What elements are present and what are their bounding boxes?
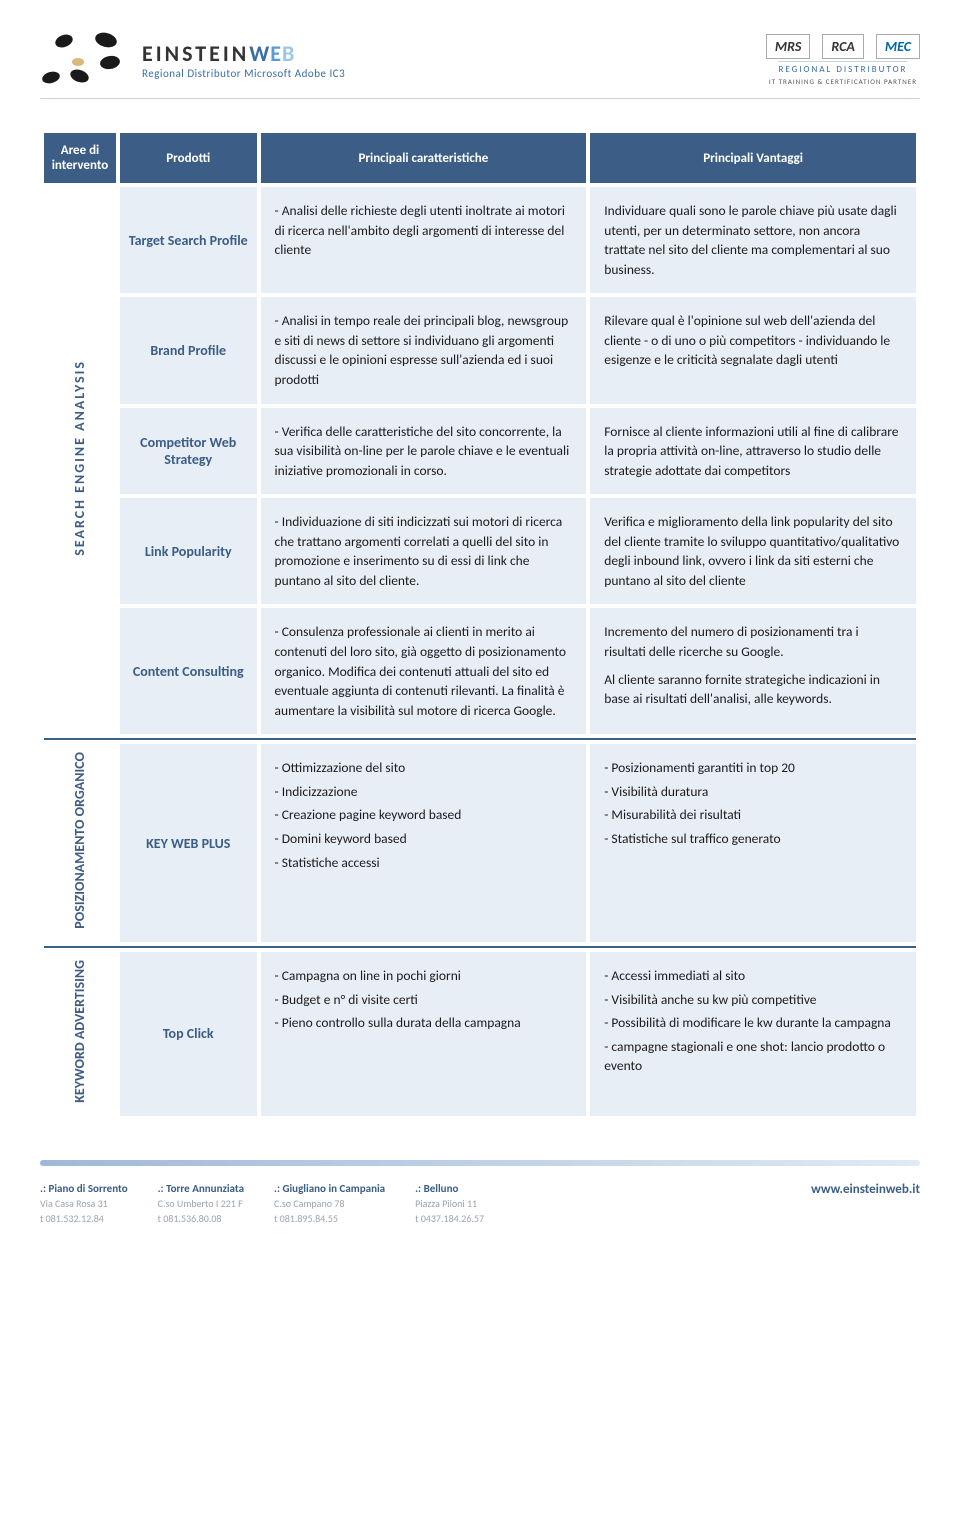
adv-cell: Fornisce al cliente informazioni utili a… — [590, 408, 916, 495]
partner-rca: RCA — [822, 34, 864, 59]
location-item: .: Giugliano in Campania C.so Campano 78… — [274, 1182, 385, 1225]
col-header-vantaggi: Principali Vantaggi — [590, 133, 916, 183]
brand-subtitle: Regional Distributor Microsoft Adobe IC3 — [142, 67, 345, 80]
section-divider — [44, 738, 916, 740]
page-header: EINSTEINWEB Regional Distributor Microso… — [40, 30, 920, 99]
footer-website: www.einsteinweb.it — [811, 1182, 920, 1197]
product-cell: KEY WEB PLUS — [120, 744, 257, 942]
area-cell-pos: POSIZIONAMENTO ORGANICO — [44, 744, 116, 942]
char-cell: - Ottimizzazione del sito - Indicizzazio… — [261, 744, 587, 942]
product-cell: Brand Profile — [120, 297, 257, 403]
location-address: Via Casa Rosa 31 — [40, 1197, 128, 1210]
table-row: KEYWORD ADVERTISING Top Click - Campagna… — [44, 952, 916, 1116]
adv-cell: Incremento del numero di posizionamenti … — [590, 608, 916, 734]
brand-name: EINSTEINWEB — [142, 40, 345, 67]
product-cell: Target Search Profile — [120, 187, 257, 293]
area-cell-kw: KEYWORD ADVERTISING — [44, 952, 116, 1116]
adv-cell: Rilevare qual è l'opinione sul web dell'… — [590, 297, 916, 403]
location-item: .: Piano di Sorrento Via Casa Rosa 31 t … — [40, 1182, 128, 1225]
location-title: .: Giugliano in Campania — [274, 1182, 385, 1195]
regional-distributor-sub: IT TRAINING & CERTIFICATION PARTNER — [769, 77, 917, 86]
adv-cell: Individuare quali sono le parole chiave … — [590, 187, 916, 293]
location-tel: t 081.532.12.84 — [40, 1212, 128, 1225]
brand-logo-left: EINSTEINWEB Regional Distributor Microso… — [40, 30, 345, 90]
partner-logos: MRS RCA MEC REGIONAL DISTRIBUTOR IT TRAI… — [766, 34, 920, 86]
adv-cell: - Posizionamenti garantiti in top 20 - V… — [590, 744, 916, 942]
location-title: .: Piano di Sorrento — [40, 1182, 128, 1195]
char-cell: - Verifica delle caratteristiche del sit… — [261, 408, 587, 495]
area-label-pos: POSIZIONAMENTO ORGANICO — [72, 752, 89, 929]
services-table: Aree di intervento Prodotti Principali c… — [40, 129, 920, 1120]
partner-mec: MEC — [876, 34, 920, 59]
area-label-sea: SEARCH ENGINE ANALYSIS — [71, 360, 88, 556]
section-divider — [44, 946, 916, 948]
page-footer: .: Piano di Sorrento Via Casa Rosa 31 t … — [40, 1166, 920, 1225]
adv-cell: - Accessi immediati al sito - Visibilità… — [590, 952, 916, 1116]
char-cell: - Consulenza professionale ai clienti in… — [261, 608, 587, 734]
product-cell: Competitor Web Strategy — [120, 408, 257, 495]
area-label-kw: KEYWORD ADVERTISING — [72, 960, 89, 1103]
location-tel: t 0437.184.26.57 — [415, 1212, 484, 1225]
partner-mrs: MRS — [766, 34, 811, 59]
location-address: Piazza Piloni 11 — [415, 1197, 484, 1210]
product-cell: Top Click — [120, 952, 257, 1116]
location-title: .: Belluno — [415, 1182, 484, 1195]
table-row: Link Popularity - Individuazione di siti… — [44, 498, 916, 604]
char-cell: - Campagna on line in pochi giorni - Bud… — [261, 952, 587, 1116]
location-title: .: Torre Annunziata — [158, 1182, 244, 1195]
location-tel: t 081.895.84.55 — [274, 1212, 385, 1225]
location-address: C.so Umberto I 221 F — [158, 1197, 244, 1210]
location-tel: t 081.536.80.08 — [158, 1212, 244, 1225]
table-header-row: Aree di intervento Prodotti Principali c… — [44, 133, 916, 183]
col-header-area: Aree di intervento — [44, 133, 116, 183]
char-cell: - Individuazione di siti indicizzati sui… — [261, 498, 587, 604]
table-row: Content Consulting - Consulenza professi… — [44, 608, 916, 734]
char-cell: - Analisi in tempo reale dei principali … — [261, 297, 587, 403]
product-cell: Link Popularity — [120, 498, 257, 604]
logo-dots-icon — [40, 30, 130, 90]
location-address: C.so Campano 78 — [274, 1197, 385, 1210]
table-row: POSIZIONAMENTO ORGANICO KEY WEB PLUS - O… — [44, 744, 916, 942]
location-item: .: Belluno Piazza Piloni 11 t 0437.184.2… — [415, 1182, 484, 1225]
col-header-caratteristiche: Principali caratteristiche — [261, 133, 587, 183]
regional-distributor-text: REGIONAL DISTRIBUTOR — [778, 61, 907, 75]
table-row: Competitor Web Strategy - Verifica delle… — [44, 408, 916, 495]
col-header-prodotti: Prodotti — [120, 133, 257, 183]
char-cell: - Analisi delle richieste degli utenti i… — [261, 187, 587, 293]
area-cell-sea: SEARCH ENGINE ANALYSIS — [44, 187, 116, 734]
location-item: .: Torre Annunziata C.so Umberto I 221 F… — [158, 1182, 244, 1225]
adv-cell: Verifica e miglioramento della link popu… — [590, 498, 916, 604]
table-row: SEARCH ENGINE ANALYSIS Target Search Pro… — [44, 187, 916, 293]
product-cell: Content Consulting — [120, 608, 257, 734]
table-row: Brand Profile - Analisi in tempo reale d… — [44, 297, 916, 403]
footer-locations: .: Piano di Sorrento Via Casa Rosa 31 t … — [40, 1182, 484, 1225]
